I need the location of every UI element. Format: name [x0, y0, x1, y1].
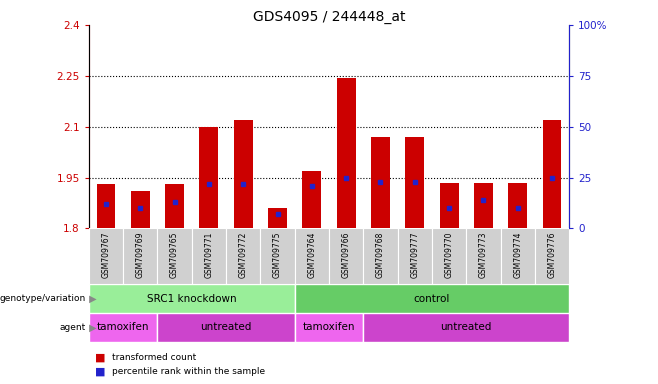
Text: ■: ■: [95, 366, 106, 377]
Bar: [440, 183, 459, 228]
Bar: [295, 313, 363, 342]
Bar: [295, 228, 329, 284]
Bar: [467, 228, 501, 284]
Text: control: control: [414, 293, 450, 304]
Bar: [89, 313, 157, 342]
Bar: [371, 137, 390, 228]
Bar: [337, 78, 355, 228]
Text: SRC1 knockdown: SRC1 knockdown: [147, 293, 237, 304]
Text: GSM709770: GSM709770: [445, 231, 453, 278]
Text: transformed count: transformed count: [112, 353, 196, 362]
Text: tamoxifen: tamoxifen: [97, 322, 149, 333]
Bar: [123, 228, 157, 284]
Bar: [474, 183, 493, 228]
Text: tamoxifen: tamoxifen: [303, 322, 355, 333]
Bar: [535, 228, 569, 284]
Bar: [363, 313, 569, 342]
Bar: [363, 228, 397, 284]
Text: GSM709765: GSM709765: [170, 231, 179, 278]
Text: GSM709775: GSM709775: [273, 231, 282, 278]
Text: GSM709774: GSM709774: [513, 231, 522, 278]
Bar: [405, 137, 424, 228]
Bar: [261, 228, 295, 284]
Text: GSM709768: GSM709768: [376, 231, 385, 278]
Text: ▶: ▶: [86, 293, 96, 304]
Bar: [226, 228, 261, 284]
Text: genotype/variation: genotype/variation: [0, 294, 86, 303]
Text: agent: agent: [59, 323, 86, 332]
Bar: [397, 228, 432, 284]
Text: GSM709771: GSM709771: [205, 231, 213, 278]
Text: percentile rank within the sample: percentile rank within the sample: [112, 367, 265, 376]
Bar: [89, 284, 295, 313]
Bar: [501, 228, 535, 284]
Bar: [89, 228, 123, 284]
Text: GSM709772: GSM709772: [239, 231, 247, 278]
Text: untreated: untreated: [441, 322, 492, 333]
Text: GSM709773: GSM709773: [479, 231, 488, 278]
Text: GSM709764: GSM709764: [307, 231, 316, 278]
Bar: [295, 284, 569, 313]
Bar: [303, 171, 321, 228]
Text: GSM709766: GSM709766: [342, 231, 351, 278]
Text: GSM709767: GSM709767: [101, 231, 111, 278]
Title: GDS4095 / 244448_at: GDS4095 / 244448_at: [253, 10, 405, 24]
Bar: [234, 120, 253, 228]
Bar: [157, 313, 295, 342]
Bar: [432, 228, 467, 284]
Bar: [199, 127, 218, 228]
Text: GSM709777: GSM709777: [411, 231, 419, 278]
Bar: [543, 120, 561, 228]
Bar: [157, 228, 191, 284]
Bar: [329, 228, 363, 284]
Text: GSM709776: GSM709776: [547, 231, 557, 278]
Bar: [268, 208, 287, 228]
Bar: [165, 184, 184, 228]
Bar: [131, 191, 150, 228]
Text: ▶: ▶: [86, 322, 96, 333]
Bar: [97, 184, 115, 228]
Text: untreated: untreated: [201, 322, 252, 333]
Text: GSM709769: GSM709769: [136, 231, 145, 278]
Bar: [191, 228, 226, 284]
Text: ■: ■: [95, 353, 106, 363]
Bar: [508, 183, 527, 228]
